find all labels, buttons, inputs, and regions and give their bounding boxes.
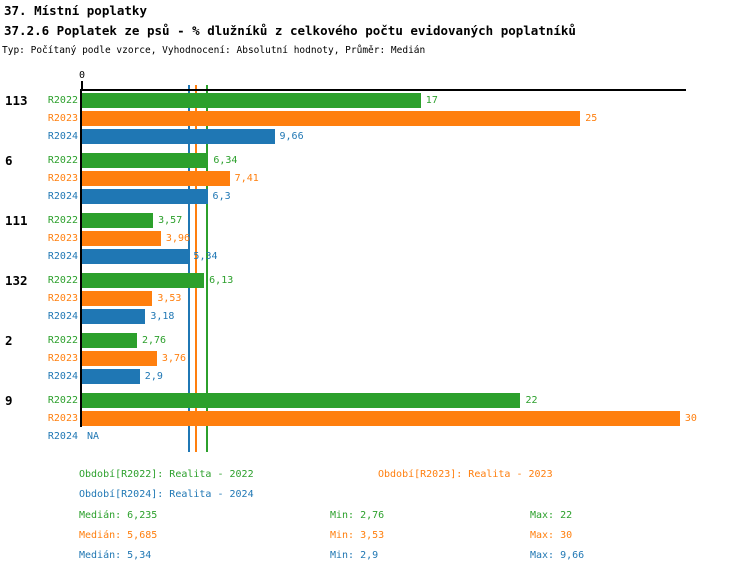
- group-label: 9: [5, 393, 13, 408]
- bar-r2023: [82, 171, 230, 186]
- median-line-r2024: [188, 85, 191, 452]
- group-label: 132: [5, 273, 28, 288]
- value-label: 3,57: [158, 215, 183, 226]
- series-label-r2022: R2022: [47, 155, 78, 166]
- value-label: NA: [87, 431, 100, 442]
- value-label: 6,13: [209, 275, 234, 286]
- y-axis-line: [80, 89, 82, 427]
- bar-r2023: [82, 291, 153, 306]
- group-label: 6: [5, 153, 13, 168]
- series-label-r2022: R2022: [47, 335, 78, 346]
- bar-r2022: [82, 213, 154, 228]
- series-label-r2022: R2022: [47, 95, 78, 106]
- value-label: 2,76: [142, 335, 167, 346]
- group-label: 2: [5, 333, 13, 348]
- stat-median-r2022: Medián: 6,235: [79, 510, 158, 521]
- value-label: 6,3: [212, 191, 231, 202]
- value-label: 17: [425, 95, 438, 106]
- value-label: 6,34: [213, 155, 238, 166]
- stat-max-r2022: Max: 22: [530, 510, 573, 521]
- median-line-r2022: [206, 85, 209, 452]
- series-label-r2023: R2023: [47, 413, 78, 424]
- series-label-r2023: R2023: [47, 353, 78, 364]
- series-label-r2024: R2024: [47, 371, 78, 382]
- value-label: 3,96: [165, 233, 191, 244]
- group-label: 111: [5, 213, 28, 228]
- value-label: 22: [525, 395, 538, 406]
- bar-r2022: [82, 393, 521, 408]
- series-label-r2022: R2022: [47, 395, 78, 406]
- series-label-r2024: R2024: [47, 131, 78, 142]
- group-label: 113: [5, 93, 28, 108]
- bar-r2024: [82, 309, 146, 324]
- value-label: 9,66: [279, 131, 304, 142]
- value-label: 25: [585, 113, 598, 124]
- bar-r2022: [82, 273, 205, 288]
- stat-min-r2022: Min: 2,76: [330, 510, 385, 521]
- value-label: 2,9: [144, 371, 163, 382]
- chart-subtitle: Typ: Počítaný podle vzorce, Vyhodnocení:…: [2, 45, 426, 56]
- bar-r2024: [82, 129, 275, 144]
- axis-origin-label: 0: [78, 70, 86, 81]
- legend-item-r2024: Období[R2024]: Realita - 2024: [79, 489, 254, 500]
- value-label: 30: [684, 413, 697, 424]
- chart-title: 37.2.6 Poplatek ze psů - % dlužníků z ce…: [4, 23, 576, 38]
- series-label-r2023: R2023: [47, 293, 78, 304]
- value-label: 7,41: [234, 173, 259, 184]
- bar-r2023: [82, 231, 161, 246]
- series-label-r2024: R2024: [47, 431, 78, 442]
- axis-origin-tick: [81, 81, 83, 90]
- stat-min-r2023: Min: 3,53: [330, 530, 385, 541]
- series-label-r2024: R2024: [47, 191, 78, 202]
- legend-item-r2022: Období[R2022]: Realita - 2022: [79, 469, 254, 480]
- series-label-r2022: R2022: [47, 275, 78, 286]
- value-label: 5,34: [193, 251, 218, 262]
- median-line-r2023: [195, 85, 198, 452]
- series-label-r2023: R2023: [47, 113, 78, 124]
- bar-r2023: [82, 111, 581, 126]
- stat-min-r2024: Min: 2,9: [330, 550, 379, 561]
- value-label: 3,76: [161, 353, 187, 364]
- bar-r2023: [82, 351, 157, 366]
- page-title: 37. Místní poplatky: [4, 3, 147, 18]
- stat-max-r2023: Max: 30: [530, 530, 573, 541]
- stat-median-r2024: Medián: 5,34: [79, 550, 152, 561]
- bar-r2024: [82, 249, 189, 264]
- series-label-r2023: R2023: [47, 233, 78, 244]
- series-label-r2023: R2023: [47, 173, 78, 184]
- series-label-r2024: R2024: [47, 251, 78, 262]
- value-label: 3,53: [157, 293, 182, 304]
- series-label-r2022: R2022: [47, 215, 78, 226]
- x-axis-line: [82, 89, 686, 91]
- value-label: 3,18: [150, 311, 175, 322]
- stat-max-r2024: Max: 9,66: [530, 550, 585, 561]
- bar-r2022: [82, 93, 421, 108]
- bar-r2023: [82, 411, 680, 426]
- bar-r2022: [82, 333, 137, 348]
- bar-r2024: [82, 369, 140, 384]
- series-label-r2024: R2024: [47, 311, 78, 322]
- bar-r2022: [82, 153, 209, 168]
- bar-r2024: [82, 189, 208, 204]
- stat-median-r2023: Medián: 5,685: [79, 530, 158, 541]
- legend-item-r2023: Období[R2023]: Realita - 2023: [378, 469, 553, 480]
